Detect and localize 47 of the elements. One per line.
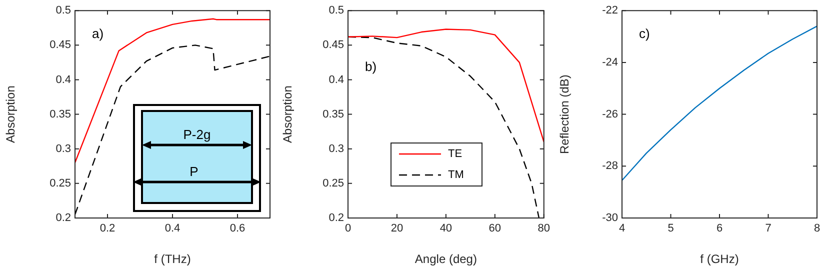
y-axis-title: Absorption <box>4 86 18 143</box>
y-tick-label: 0.3 <box>56 142 71 155</box>
x-tick-label: 7 <box>765 222 772 235</box>
annotation: b) <box>365 59 377 74</box>
y-tick-label: 0.35 <box>50 108 71 120</box>
y-tick-label: -30 <box>602 212 618 224</box>
x-axis-title: f (GHz) <box>700 252 739 266</box>
y-tick-label: 0.2 <box>56 212 71 224</box>
y-tick-label: 0.25 <box>322 177 344 190</box>
y-tick-label: -28 <box>602 160 618 172</box>
x-tick-label: 0.6 <box>230 222 246 235</box>
y-tick-label: 0.4 <box>56 74 71 86</box>
x-tick-label: 40 <box>440 222 452 235</box>
y-tick-label: 0.5 <box>328 4 344 17</box>
y-axis-title: Reflection (dB) <box>558 74 572 154</box>
y-tick-label: -26 <box>602 108 618 120</box>
x-tick-label: 4 <box>618 222 626 235</box>
y-axis-title: Absorption <box>280 86 295 143</box>
annotation: a) <box>92 26 104 42</box>
x-tick-label: 0.2 <box>100 222 116 235</box>
x-tick-label: 60 <box>488 222 502 235</box>
legend-label: TM <box>448 169 464 182</box>
line-series <box>75 44 270 216</box>
annotation: P <box>190 164 198 179</box>
y-tick-label: 0.45 <box>322 39 344 52</box>
square-diagram: P-2g P <box>132 103 262 213</box>
y-tick-label: 0.3 <box>328 142 344 155</box>
y-tick-label: 0.5 <box>56 4 71 17</box>
annotation: c) <box>639 26 650 42</box>
x-tick-label: 80 <box>538 222 550 235</box>
annotation: P-2g <box>183 127 211 142</box>
x-tick-label: 8 <box>814 222 820 235</box>
y-tick-label: -24 <box>602 56 618 68</box>
y-tick-label: 0.45 <box>50 39 71 52</box>
x-axis-title: f (THz) <box>154 252 191 266</box>
y-tick-label: 0.25 <box>50 177 71 190</box>
x-axis-title: Angle (deg) <box>414 252 477 266</box>
y-tick-label: 0.35 <box>322 108 344 120</box>
y-tick-label: 0.2 <box>328 212 344 224</box>
x-tick-label: 0.4 <box>164 222 180 235</box>
x-tick-label: 5 <box>668 222 674 235</box>
y-tick-label: -22 <box>602 4 618 17</box>
legend-label: TE <box>448 148 462 160</box>
x-tick-label: 6 <box>716 222 723 235</box>
x-tick-label: 0 <box>344 222 352 235</box>
x-tick-label: 20 <box>390 222 404 235</box>
y-tick-label: 0.4 <box>328 74 344 86</box>
